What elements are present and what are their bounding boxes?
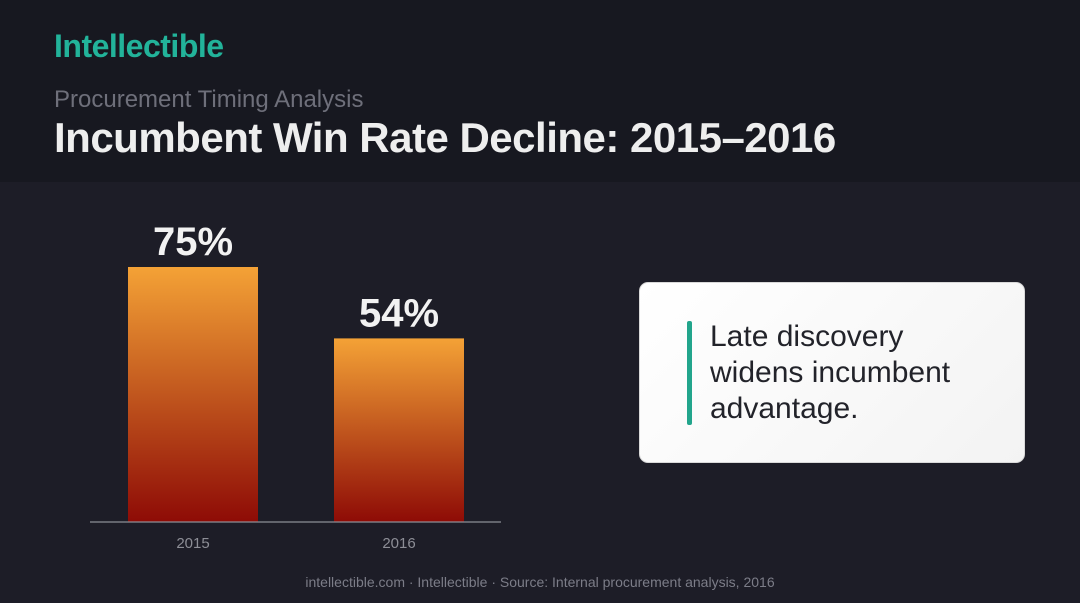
x-tick-label-2016: 2016 (382, 535, 415, 552)
footer-source: intellectible.com · Intellectible · Sour… (305, 574, 775, 590)
bar-2015 (128, 267, 258, 522)
insight-callout: Late discovery widens incumbent advantag… (639, 282, 1025, 463)
page-subtitle: Procurement Timing Analysis (54, 86, 364, 113)
header: Intellectible Procurement Timing Analysi… (0, 0, 1080, 182)
callout-text: Late discovery widens incumbent advantag… (710, 320, 951, 425)
value-label-2016: 54% (359, 291, 439, 335)
value-label-2015: 75% (153, 220, 233, 264)
page-title: Incumbent Win Rate Decline: 2015–2016 (54, 114, 836, 161)
bar-2016 (334, 338, 464, 522)
callout-accent-bar (687, 321, 692, 425)
x-tick-label-2015: 2015 (176, 535, 209, 552)
brand-logo: Intellectible (54, 28, 224, 64)
bar-chart: 75% 2015 54% 2016 (90, 220, 501, 552)
